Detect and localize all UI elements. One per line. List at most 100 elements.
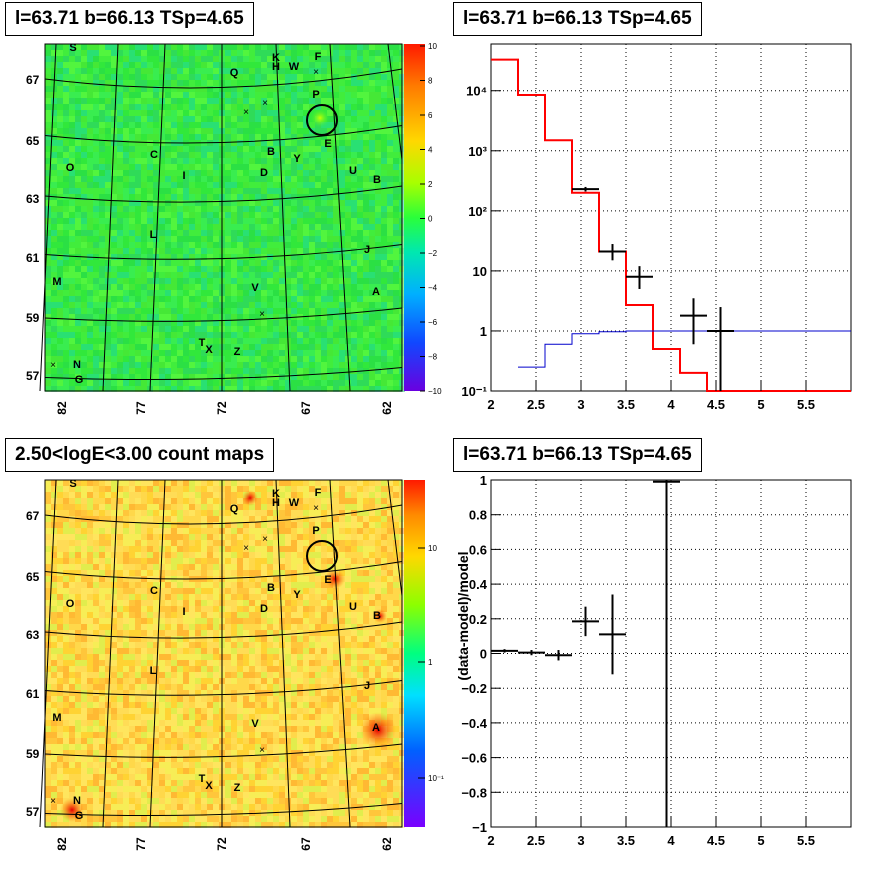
colorbar-ticks: 10 8 6 4 2 0 −2 −4 −6 −8 −10: [420, 42, 442, 396]
cross-marker: ×: [262, 534, 268, 545]
source-circle: [306, 540, 338, 572]
source-label-O: O: [66, 598, 75, 610]
longitude-line: [149, 479, 166, 828]
source-label-Y: Y: [293, 589, 301, 601]
cross-marker: ×: [259, 745, 265, 756]
latitude-line: [44, 561, 403, 580]
spectrum-chart: 2 2.5 3 3.5 4 4.5 5 5.5 10⁻¹ 1 10 10² 10³ 10⁴: [461, 43, 852, 412]
cross-marker: ×: [262, 98, 268, 109]
source-label-X: X: [205, 344, 213, 356]
x-tick-label: 4.5: [707, 833, 725, 848]
source-label-T: T: [199, 773, 206, 785]
latitude-line: [44, 68, 403, 89]
cross-marker: ×: [243, 107, 249, 118]
source-label-F: F: [315, 51, 322, 63]
y-tick-label: −0.4: [461, 716, 487, 731]
data-point: [599, 244, 626, 261]
longitude-line: [387, 479, 403, 597]
source-label-C: C: [150, 149, 158, 161]
y-tick-label: 0.4: [469, 577, 488, 592]
x-tick-label: 5.5: [797, 833, 815, 848]
x-tick-label: 4.5: [707, 397, 725, 412]
colorbar: [404, 480, 425, 827]
cross-marker: ×: [313, 503, 319, 514]
map-x-tick: 72: [215, 401, 229, 415]
source-label-V: V: [251, 718, 259, 730]
source-label-U: U: [349, 601, 357, 613]
map-y-tick: 59: [26, 747, 40, 761]
source-label-E: E: [324, 574, 331, 586]
source-label-N: N: [73, 359, 81, 371]
source-label-M: M: [52, 276, 61, 288]
residual-point: [518, 650, 545, 656]
source-label-S: S: [69, 42, 76, 54]
source-label-U: U: [349, 165, 357, 177]
x-tick-label: 2: [487, 397, 494, 412]
colorbar-tick-label: −6: [428, 318, 438, 327]
map-x-tick: 77: [134, 837, 148, 851]
source-label-L: L: [150, 229, 157, 241]
latitude-line: [44, 367, 403, 381]
source-label-B: B: [373, 610, 381, 622]
x-tick-label: 2: [487, 833, 494, 848]
residual-point: [653, 480, 680, 827]
map-x-tick: 62: [380, 401, 394, 415]
panel-title-top-right: l=63.71 b=66.13 TSp=4.65: [453, 2, 702, 36]
y-tick-label: 0.8: [469, 508, 487, 523]
latitude-line: [44, 743, 403, 758]
source-label-G: G: [75, 374, 84, 386]
longitude-line: [39, 43, 57, 392]
map-coordinate-grid: [39, 43, 403, 392]
map-y-tick: 61: [26, 251, 40, 265]
cross-marker: ×: [243, 543, 249, 554]
latitude-line: [44, 803, 403, 817]
longitude-line: [387, 43, 403, 161]
map-y-tick: 63: [26, 628, 40, 642]
longitude-line: [102, 43, 119, 392]
data-point: [707, 307, 734, 391]
panel-title-bottom-right: l=63.71 b=66.13 TSp=4.65: [453, 438, 702, 472]
cross-marker: ×: [259, 309, 265, 320]
source-label-G: G: [75, 810, 84, 822]
source-label-I: I: [182, 606, 185, 618]
source-label-E: E: [324, 138, 331, 150]
map-x-tick: 77: [134, 401, 148, 415]
colorbar-tick-label: 8: [428, 77, 433, 86]
x-tick-label: 4: [667, 397, 675, 412]
y-tick-label: −0.6: [461, 751, 487, 766]
x-tick-label: 3: [577, 833, 584, 848]
panel-title-top-left: l=63.71 b=66.13 TSp=4.65: [5, 2, 254, 36]
longitude-line: [275, 479, 291, 828]
x-tick-label: 5.5: [797, 397, 815, 412]
source-label-O: O: [66, 162, 75, 174]
longitude-line: [149, 43, 166, 392]
latitude-line: [44, 307, 403, 322]
latitude-line: [44, 680, 403, 696]
colorbar-tick-label: −4: [428, 284, 438, 293]
y-tick-label: 10⁴: [466, 84, 487, 99]
x-tick-label: 3.5: [617, 833, 635, 848]
residual-point: [491, 649, 518, 653]
latitude-line: [44, 504, 403, 525]
map-y-tick: 67: [26, 73, 40, 87]
y-tick-label: −1: [472, 820, 487, 835]
cross-marker: ×: [50, 360, 56, 371]
source-label-H: H: [272, 497, 280, 509]
colorbar-tick-label: 1: [428, 658, 433, 667]
map-y-tick: 59: [26, 311, 40, 325]
map-x-tick: 67: [299, 401, 313, 415]
colorbar-ticks: 10 1 10⁻¹: [418, 544, 444, 783]
map-y-tick: 65: [26, 134, 40, 148]
x-tick-label: 5: [757, 397, 764, 412]
y-tick-label: 0.6: [469, 542, 487, 557]
source-label-Z: Z: [234, 782, 241, 794]
map-y-tick: 57: [26, 805, 40, 819]
source-label-I: I: [182, 170, 185, 182]
source-label-J: J: [364, 244, 370, 256]
source-label-T: T: [199, 337, 206, 349]
latitude-line: [44, 125, 403, 144]
source-label-B: B: [267, 146, 275, 158]
colorbar-tick-label: 4: [428, 146, 433, 155]
